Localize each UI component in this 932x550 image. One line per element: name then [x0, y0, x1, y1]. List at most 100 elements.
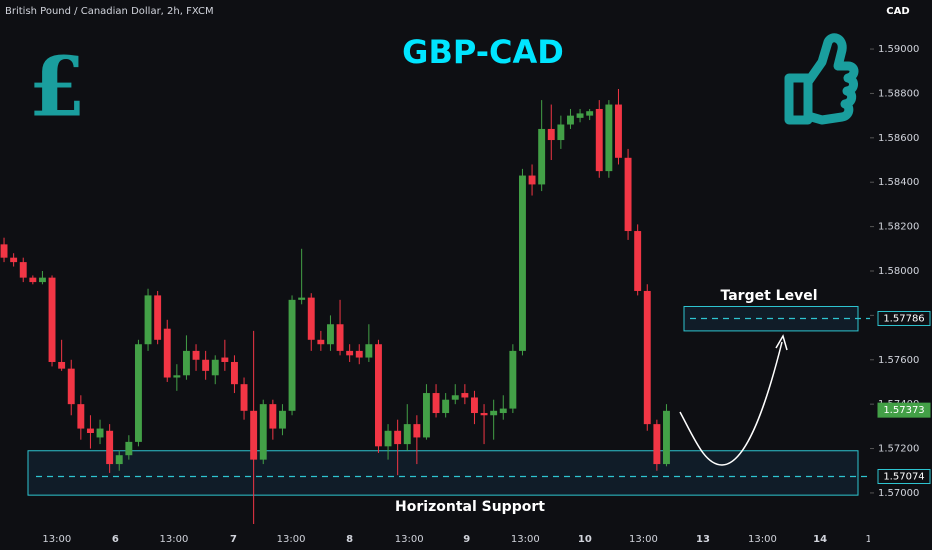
x-tick-label: 6	[112, 534, 119, 545]
candle-body	[422, 393, 430, 438]
candle-body	[605, 104, 613, 172]
candle-body	[250, 410, 258, 460]
candle-body	[519, 175, 526, 351]
candle-body	[173, 375, 181, 378]
candle-body	[0, 244, 8, 258]
candle-body	[106, 430, 114, 465]
candle-body	[509, 350, 517, 409]
price-axis: CAD 1.570001.572001.574001.576001.578001…	[870, 0, 932, 550]
chart-title: GBP-CAD	[402, 33, 564, 71]
price-tag-label: 1.57074	[883, 472, 924, 483]
candle-body	[77, 404, 85, 429]
candle-body	[490, 410, 498, 416]
candle-body	[298, 297, 306, 300]
price-tag	[877, 310, 931, 326]
x-tick-label: 13:00	[395, 534, 424, 545]
price-tag	[877, 469, 931, 485]
candle-body	[461, 393, 469, 398]
candle-body	[10, 257, 18, 263]
candle-body	[538, 128, 546, 185]
y-tick-label: 1.59000	[878, 44, 919, 55]
candle-body	[163, 328, 171, 378]
x-tick-label: 14	[813, 534, 827, 545]
candle-body	[115, 455, 123, 465]
y-tick-label: 1.57000	[878, 488, 919, 499]
candle-body	[557, 124, 565, 141]
price-axis-bg	[870, 0, 932, 550]
target-label: Target Level	[720, 288, 817, 304]
candle-body	[346, 350, 354, 356]
x-tick-label: 13	[696, 534, 710, 545]
candle-body	[182, 350, 190, 376]
candle-body	[269, 404, 277, 429]
candle-body	[384, 430, 392, 447]
thumbs-up-icon	[784, 33, 859, 125]
candle-body	[547, 128, 555, 141]
projection-arrow	[679, 341, 783, 466]
candle-body	[643, 290, 651, 425]
candle-body	[567, 115, 574, 125]
x-tick-label: 8	[346, 534, 353, 545]
y-tick-label: 1.58600	[878, 133, 919, 144]
support-label: Horizontal Support	[395, 499, 545, 515]
zone	[27, 450, 859, 496]
candle-body	[192, 350, 200, 360]
candle-body	[413, 424, 421, 438]
candle-body	[326, 324, 334, 345]
y-tick-label: 1.58800	[878, 88, 919, 99]
candle-body	[374, 344, 382, 447]
price-tag	[877, 402, 931, 418]
chart-header: British Pound / Canadian Dollar, 2h, FXC…	[5, 6, 214, 17]
candle-body	[653, 424, 661, 465]
x-tick-label: 13:00	[160, 534, 189, 545]
candle-body	[528, 175, 536, 185]
candle-body	[240, 384, 248, 411]
x-tick-label: 13:00	[42, 534, 71, 545]
candle-body	[278, 410, 286, 429]
x-tick-label: 13:00	[629, 534, 658, 545]
currency-label: CAD	[886, 6, 909, 17]
candle-body	[432, 393, 440, 414]
x-tick-label: 13:00	[748, 534, 777, 545]
overlay: British Pound / Canadian Dollar, 2h, FXC…	[5, 6, 859, 515]
pound-icon: £	[28, 39, 85, 135]
price-tag-label: 1.57786	[883, 313, 924, 324]
y-tick-label: 1.58400	[878, 177, 919, 188]
x-tick-label: 9	[463, 534, 470, 545]
candle-body	[663, 410, 670, 465]
candle-body	[154, 295, 162, 340]
y-tick-label: 1.58000	[878, 266, 919, 277]
x-tick-label: 10	[578, 534, 592, 545]
candle-body	[230, 361, 238, 385]
x-tick-label: 13:00	[277, 534, 306, 545]
candle-body	[499, 408, 507, 414]
candle-body	[471, 397, 478, 414]
candle-body	[125, 441, 133, 456]
candle-body	[67, 368, 75, 405]
candle-body	[595, 108, 603, 172]
candle-body	[365, 344, 373, 358]
candle-body	[86, 428, 94, 434]
candle-body	[451, 395, 459, 400]
candle-body	[355, 350, 363, 358]
candle-body	[221, 357, 229, 362]
candle-body	[317, 339, 325, 345]
candle-body	[576, 113, 584, 118]
candle-body	[144, 295, 152, 345]
x-tick-label: 13:00	[511, 534, 540, 545]
candle-body	[19, 262, 27, 278]
candle-body	[442, 399, 450, 414]
candle-body	[288, 299, 296, 411]
candle-body	[211, 359, 219, 376]
candle-body	[624, 157, 632, 232]
candle-body	[615, 104, 622, 158]
candle-body	[394, 430, 402, 445]
candle-body	[307, 297, 315, 340]
candle-body	[259, 404, 267, 460]
candle-body	[96, 428, 104, 438]
x-tick-label: 7	[230, 534, 237, 545]
candle-body	[48, 277, 56, 362]
candle-body	[58, 361, 66, 369]
y-tick-label: 1.57600	[878, 355, 919, 366]
